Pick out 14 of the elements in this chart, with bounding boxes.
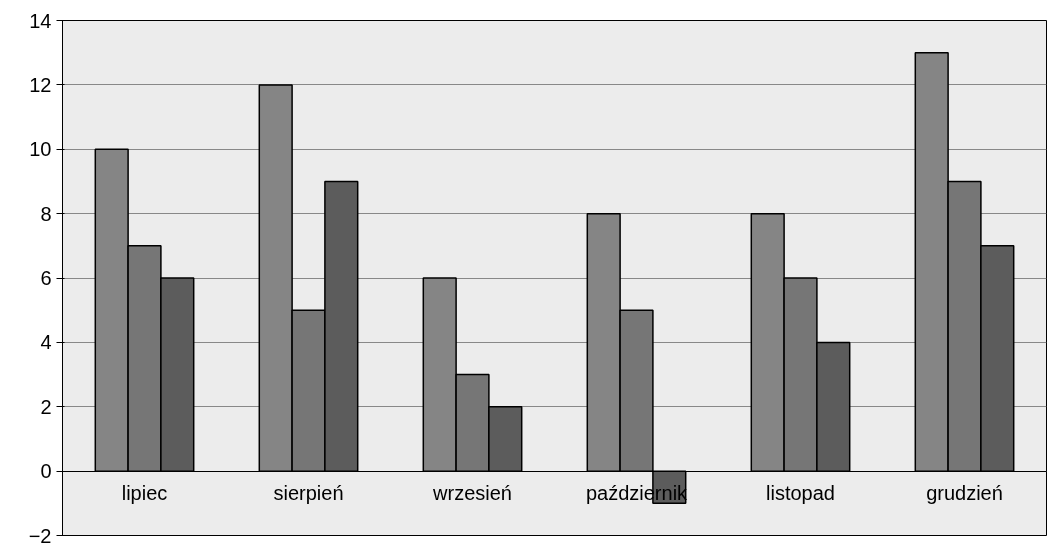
- y-tick-label: 0: [40, 460, 52, 483]
- y-tick-label: 12: [29, 73, 52, 96]
- y-tick-label: 4: [40, 331, 52, 354]
- y-tick-label: 14: [29, 9, 52, 32]
- x-tick-label: lipiec: [121, 482, 168, 505]
- y-tick-label: 8: [40, 202, 52, 225]
- x-tick-label: listopad: [766, 482, 835, 505]
- x-tick-label: sierpień: [273, 482, 344, 505]
- y-tick-label: 6: [40, 267, 52, 289]
- x-tick-label: wrzesień: [432, 482, 512, 505]
- y-tick-label: 10: [29, 138, 52, 161]
- y-tick-label: −2: [28, 524, 52, 547]
- x-tick-label: grudzień: [926, 482, 1003, 505]
- y-tick-label: 2: [40, 395, 52, 418]
